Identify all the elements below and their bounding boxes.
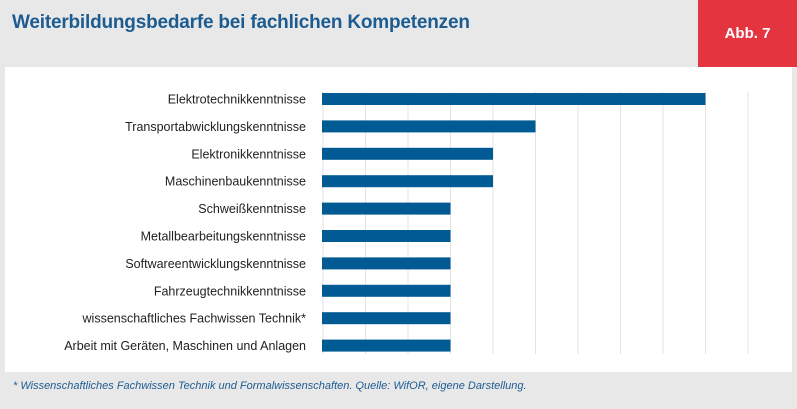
bar <box>322 230 451 242</box>
bar <box>322 120 536 133</box>
category-label: Elektronikkenntnisse <box>191 147 306 161</box>
category-label: Transportabwicklungskenntnisse <box>125 120 306 134</box>
chart-title: Weiterbildungsbedarfe bei fachlichen Kom… <box>12 12 470 33</box>
category-label: Arbeit mit Geräten, Maschinen und Anlage… <box>64 339 306 353</box>
footnote: * Wissenschaftliches Fachwissen Technik … <box>13 380 527 392</box>
bar <box>322 175 493 188</box>
category-label: Softwareentwicklungskenntnisse <box>125 257 306 271</box>
figure-badge: Abb. 7 <box>698 0 797 67</box>
bar <box>322 312 451 325</box>
category-label: Fahrzeugtechnikkenntnisse <box>154 284 306 298</box>
category-label: wissenschaftliches Fachwissen Technik* <box>82 312 307 326</box>
bar <box>322 93 706 105</box>
bar <box>322 339 451 352</box>
bar <box>322 202 451 215</box>
bar <box>322 284 451 297</box>
bar <box>322 147 493 160</box>
category-label: Elektrotechnikkenntnisse <box>168 93 306 107</box>
category-label: Maschinenbaukenntnisse <box>165 175 306 189</box>
category-label: Schweißkenntnisse <box>198 202 306 216</box>
category-label: Metallbearbeitungskenntnisse <box>141 230 306 244</box>
bar <box>322 257 451 270</box>
